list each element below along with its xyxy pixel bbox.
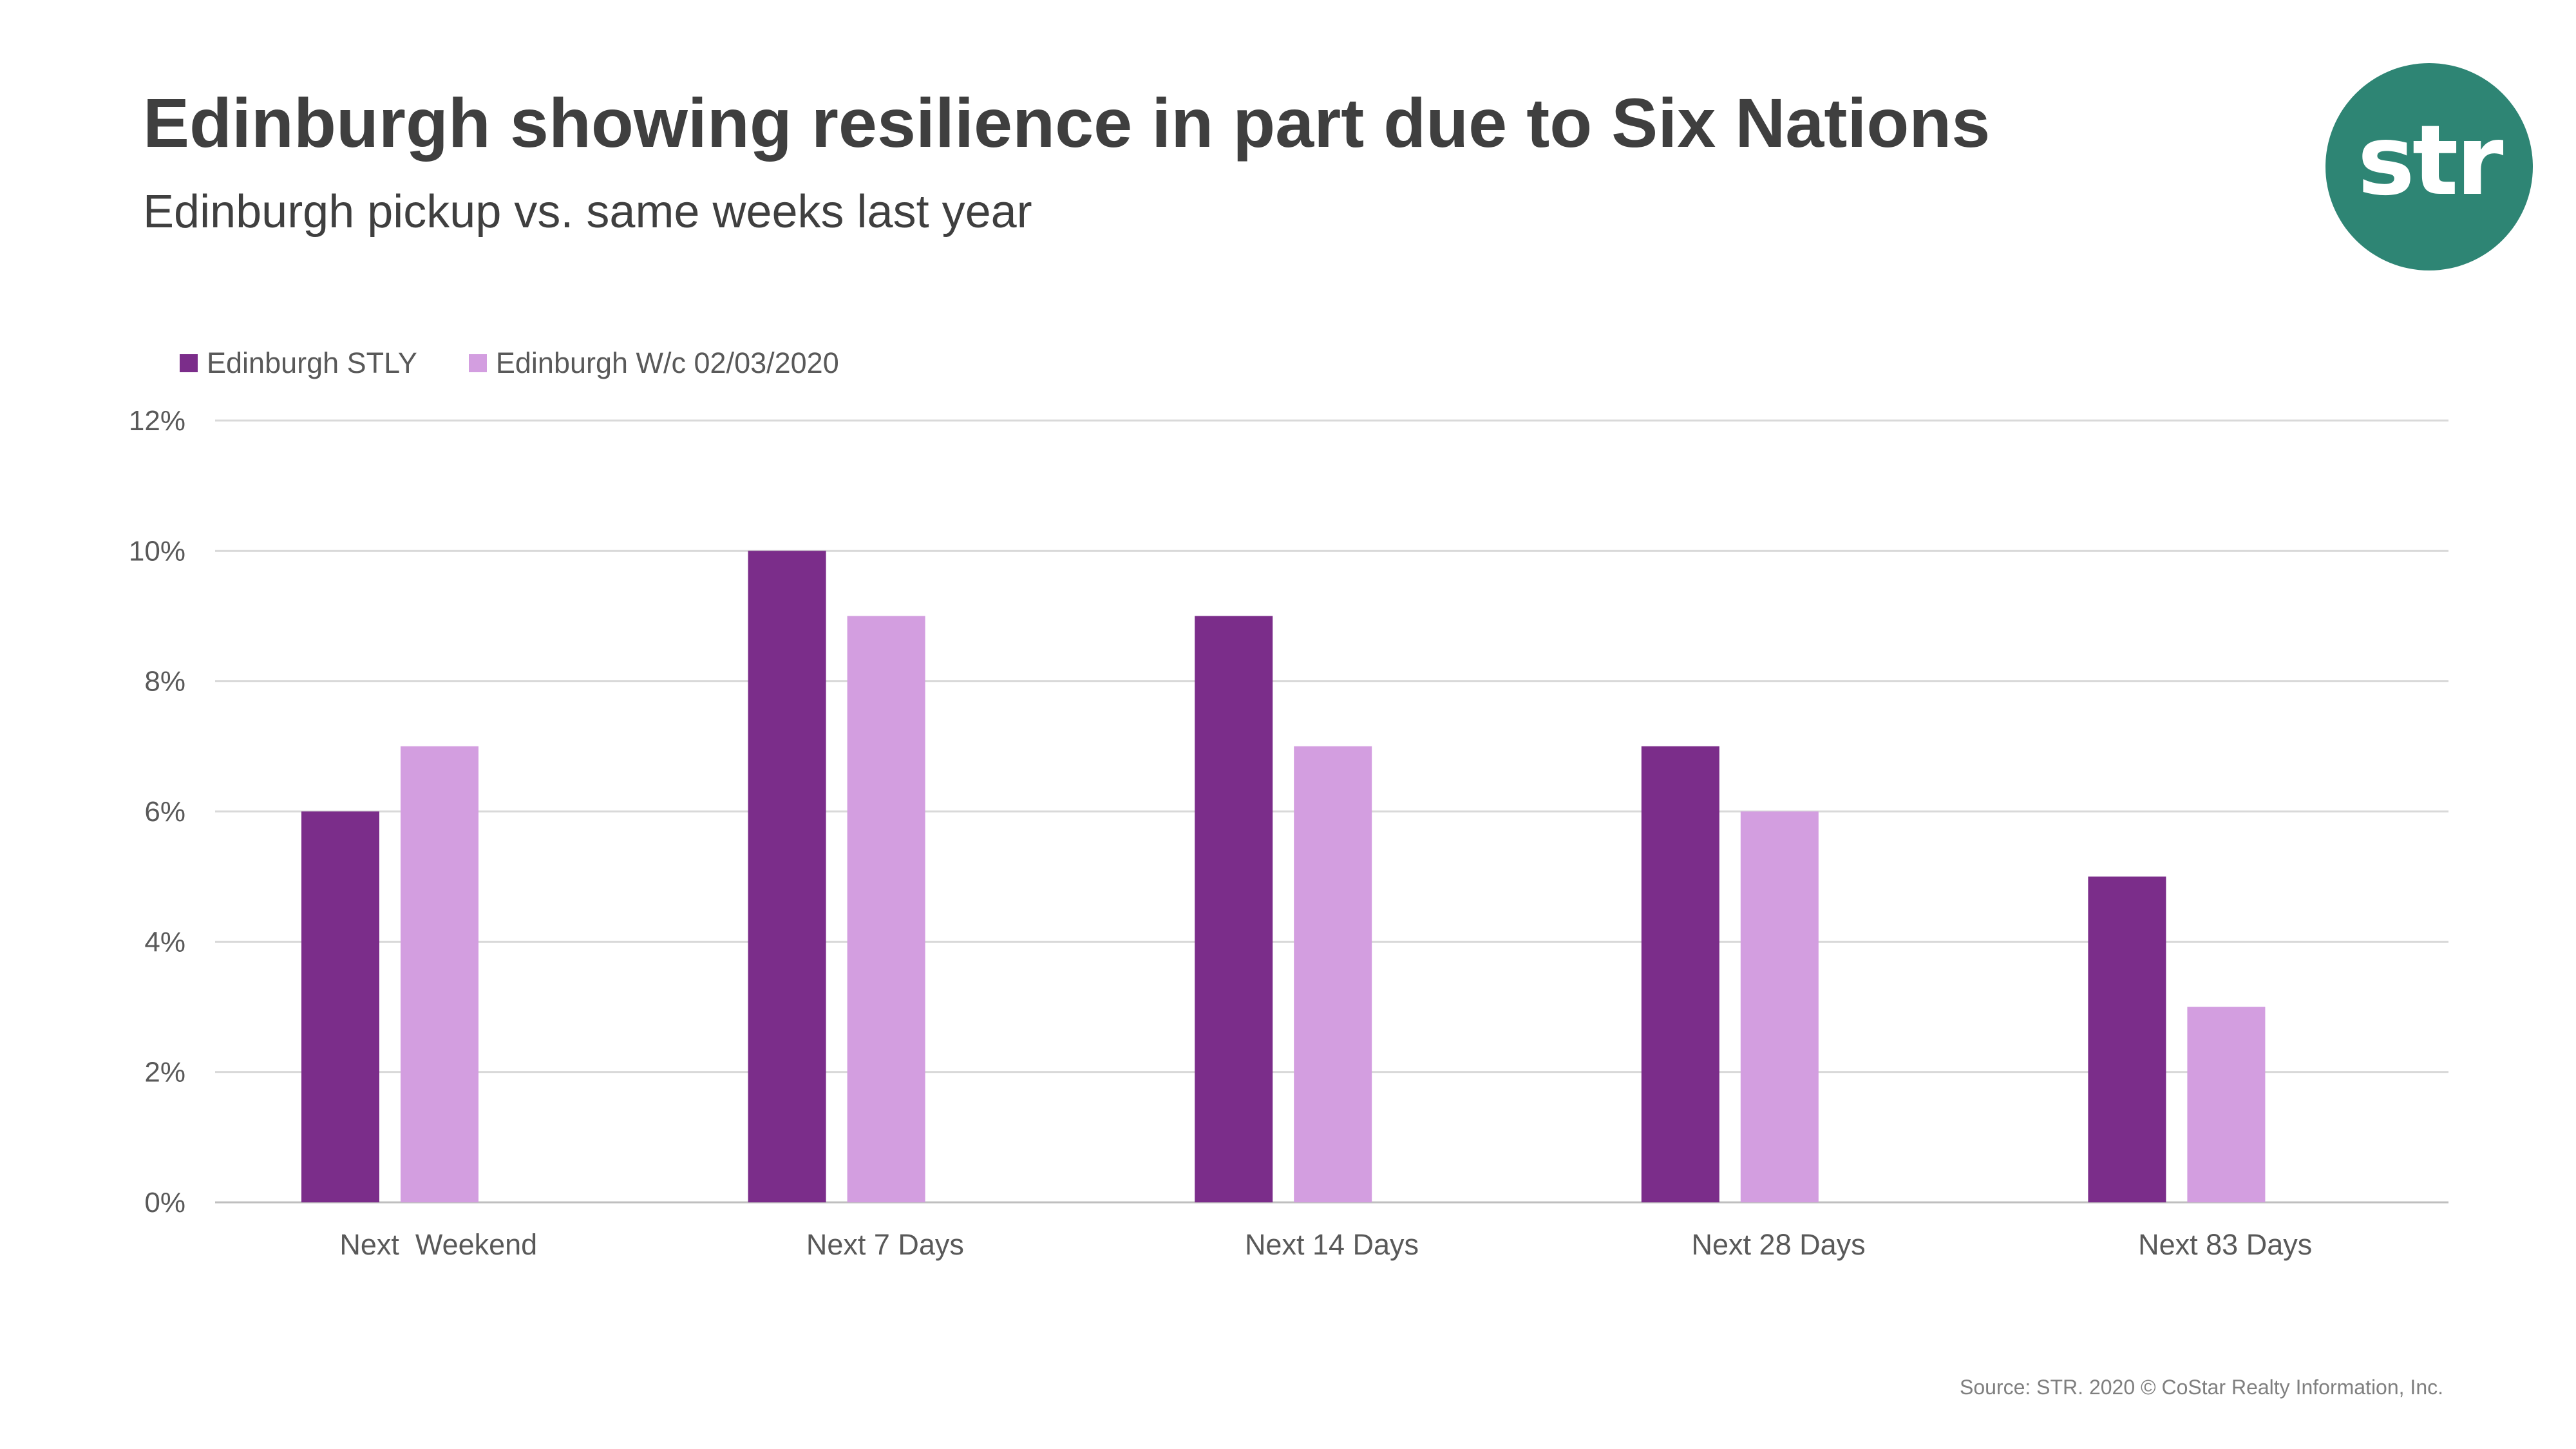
x-tick-label: Next 28 Days	[1692, 1228, 1866, 1261]
bar-wc	[1294, 746, 1372, 1202]
legend-item-stly: Edinburgh STLY	[180, 346, 417, 380]
x-tick-label: Next 7 Days	[806, 1228, 964, 1261]
bar-wc	[401, 746, 478, 1202]
y-tick-label: 10%	[129, 535, 185, 567]
y-tick-label: 2%	[144, 1057, 185, 1088]
x-tick-label: Next Weekend	[339, 1228, 537, 1261]
bar-stly	[1641, 746, 1719, 1202]
bar-stly	[748, 551, 826, 1202]
bar-stly	[1195, 616, 1273, 1202]
bar-wc	[1740, 811, 1819, 1202]
y-tick-label: 0%	[144, 1187, 185, 1218]
legend-label-wc: Edinburgh W/c 02/03/2020	[495, 346, 839, 379]
y-tick-label: 6%	[144, 796, 185, 828]
page-subtitle: Edinburgh pickup vs. same weeks last yea…	[143, 186, 1032, 238]
bar-stly	[301, 811, 379, 1202]
page-title: Edinburgh showing resilience in part due…	[143, 84, 1991, 162]
source-note: Source: STR. 2020 © CoStar Realty Inform…	[1959, 1376, 2443, 1399]
legend-item-wc: Edinburgh W/c 02/03/2020	[468, 346, 839, 380]
y-tick-label: 12%	[129, 405, 185, 437]
logo-text: str	[2357, 105, 2504, 217]
legend-swatch-stly	[180, 354, 198, 372]
bar-wc	[2187, 1007, 2266, 1202]
legend-swatch-wc	[468, 354, 487, 372]
bar-stly	[2088, 876, 2166, 1202]
bar-wc	[847, 616, 925, 1202]
legend-label-stly: Edinburgh STLY	[207, 346, 417, 379]
y-tick-label: 8%	[144, 666, 185, 697]
y-tick-label: 4%	[144, 926, 185, 958]
chart-legend: Edinburgh STLY Edinburgh W/c 02/03/2020	[180, 346, 891, 380]
x-tick-label: Next 14 Days	[1245, 1228, 1419, 1261]
x-tick-label: Next 83 Days	[2138, 1228, 2312, 1261]
str-logo: str	[2325, 63, 2533, 270]
